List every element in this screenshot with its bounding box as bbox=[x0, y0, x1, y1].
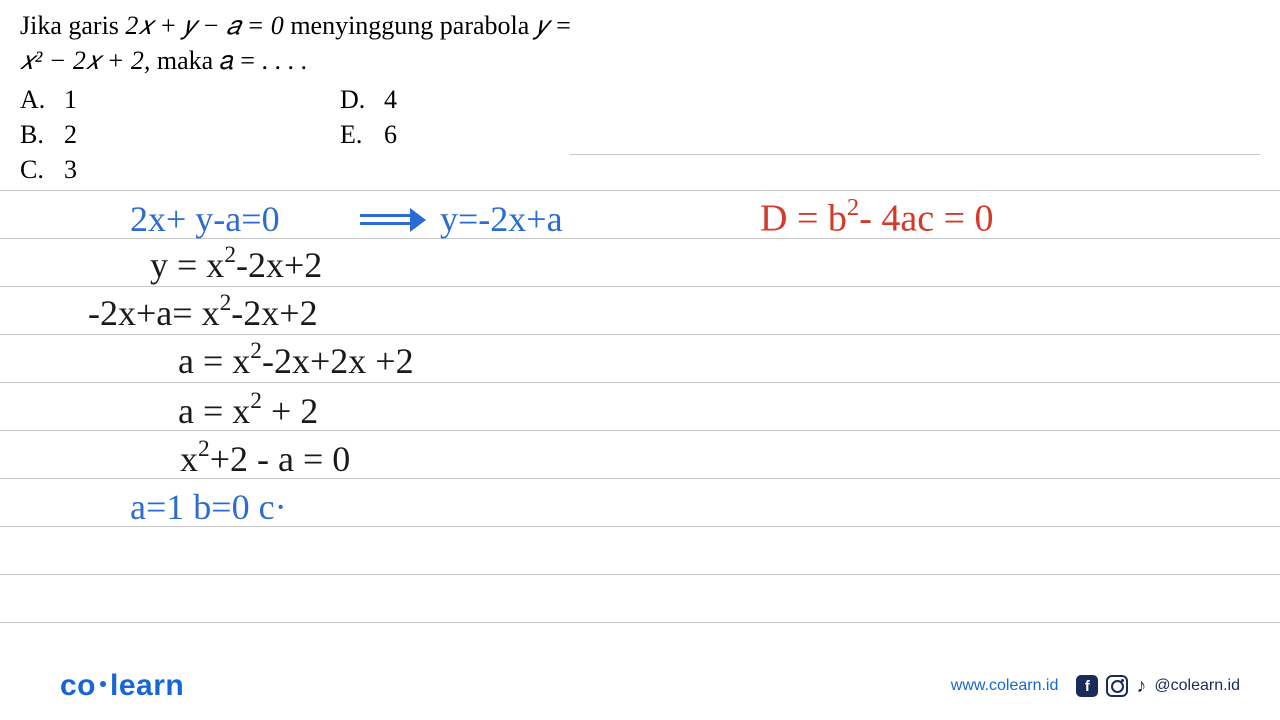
logo-pre: co bbox=[60, 669, 96, 702]
handwriting-line: D = b2- 4ac = 0 bbox=[760, 196, 994, 241]
opt-value-c: 3 bbox=[64, 152, 77, 187]
handwriting-line: y=-2x+a bbox=[440, 198, 563, 240]
handwriting-line: x2+2 - a = 0 bbox=[180, 438, 350, 480]
option-d: D.4 bbox=[340, 82, 640, 117]
q-eq2: 𝑥² − 2𝑥 + 2, bbox=[20, 46, 150, 75]
opt-value-b: 2 bbox=[64, 117, 77, 152]
opt-letter-a: A. bbox=[20, 82, 64, 117]
social-icons: f ♪ @colearn.id bbox=[1076, 675, 1240, 698]
footer-right: www.colearn.id f ♪ @colearn.id bbox=[951, 675, 1240, 698]
q-text-mid: menyinggung parabola bbox=[284, 11, 536, 40]
handwriting-line: a = x2 + 2 bbox=[178, 390, 318, 432]
social-handle: @colearn.id bbox=[1154, 677, 1240, 695]
opt-letter-b: B. bbox=[20, 117, 64, 152]
question-block: Jika garis 2𝑥 + 𝑦 − 𝑎 = 0 menyinggung pa… bbox=[0, 0, 1280, 187]
rule-line bbox=[0, 574, 1280, 575]
rule-line bbox=[0, 190, 1280, 191]
footer-url: www.colearn.id bbox=[951, 677, 1059, 695]
q-eq1: 2𝑥 + 𝑦 − 𝑎 = 0 bbox=[125, 11, 283, 40]
brand-logo: colearn bbox=[60, 669, 184, 703]
option-b: B.2 bbox=[20, 117, 340, 152]
handwriting-line: y = x2-2x+2 bbox=[150, 244, 322, 286]
rule-line bbox=[0, 334, 1280, 335]
options-col2: D.4 E.6 bbox=[340, 82, 640, 187]
opt-letter-d: D. bbox=[340, 82, 384, 117]
q-text2: maka 𝑎 = . . . . bbox=[150, 46, 307, 75]
question-line1: Jika garis 2𝑥 + 𝑦 − 𝑎 = 0 menyinggung pa… bbox=[20, 8, 1260, 43]
opt-value-d: 4 bbox=[384, 82, 397, 117]
instagram-icon bbox=[1106, 675, 1128, 697]
rule-line bbox=[0, 382, 1280, 383]
facebook-icon: f bbox=[1076, 675, 1098, 697]
option-e: E.6 bbox=[340, 117, 640, 152]
rule-line-short bbox=[570, 154, 1260, 155]
rule-line bbox=[0, 622, 1280, 623]
opt-value-e: 6 bbox=[384, 117, 397, 152]
ruled-paper: 2x+ y-a=0 y=-2x+a D = b2- 4ac = 0 y = x2-2x… bbox=[0, 190, 1280, 650]
rule-line bbox=[0, 286, 1280, 287]
tiktok-icon: ♪ bbox=[1136, 675, 1146, 698]
handwriting-line: a = x2-2x+2x +2 bbox=[178, 340, 414, 382]
footer-bar: colearn www.colearn.id f ♪ @colearn.id bbox=[0, 660, 1280, 720]
logo-dot-icon bbox=[100, 681, 106, 687]
handwriting-line: a=1 b=0 c· bbox=[130, 486, 287, 528]
opt-value-a: 1 bbox=[64, 82, 77, 117]
question-line2: 𝑥² − 2𝑥 + 2, maka 𝑎 = . . . . bbox=[20, 43, 1260, 78]
logo-post: learn bbox=[110, 669, 184, 702]
handwriting-line: 2x+ y-a=0 bbox=[130, 198, 280, 240]
opt-letter-e: E. bbox=[340, 117, 384, 152]
options-grid: A.1 B.2 C.3 D.4 E.6 bbox=[20, 82, 1260, 187]
option-a: A.1 bbox=[20, 82, 340, 117]
handwriting-line: -2x+a= x2-2x+2 bbox=[88, 292, 318, 334]
arrow-icon bbox=[360, 210, 430, 230]
q-eq1b: 𝑦 = bbox=[536, 11, 572, 40]
options-col1: A.1 B.2 C.3 bbox=[20, 82, 340, 187]
q-text-prefix: Jika garis bbox=[20, 11, 125, 40]
opt-letter-c: C. bbox=[20, 152, 64, 187]
option-c: C.3 bbox=[20, 152, 340, 187]
